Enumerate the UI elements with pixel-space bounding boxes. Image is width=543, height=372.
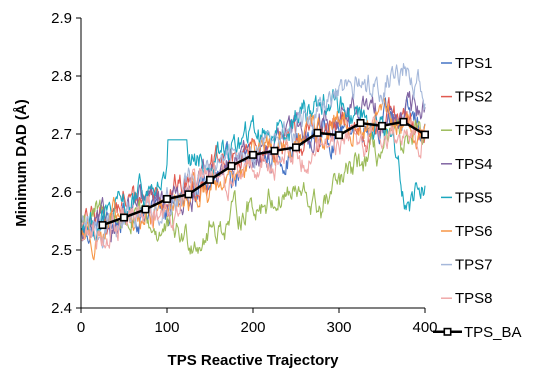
legend-label: TPS3: [455, 122, 493, 139]
y-tick-label: 2.4: [51, 300, 72, 317]
x-tick-label: 0: [77, 319, 85, 336]
series-point-tps-ba: [377, 121, 386, 130]
legend-entry-tps1: TPS1: [441, 55, 493, 72]
series-point-tps-ba: [184, 190, 193, 199]
y-tick-label: 2.5: [51, 242, 72, 259]
x-tick-label: 200: [240, 319, 265, 336]
series-point-tps-ba: [141, 205, 150, 214]
series-point-tps-ba: [291, 143, 300, 152]
series-point-tps-ba: [420, 130, 429, 139]
legend-entry-tps6: TPS6: [441, 223, 493, 240]
series-point-tps-ba: [313, 128, 322, 137]
series-point-tps-ba: [227, 161, 236, 170]
legend-label: TPS4: [455, 156, 493, 173]
x-tick-label: 300: [326, 319, 351, 336]
y-tick-label: 2.8: [51, 68, 72, 85]
y-tick-label: 2.9: [51, 10, 72, 27]
legend-entry-tps7: TPS7: [441, 257, 493, 274]
legend-label: TPS1: [455, 55, 493, 72]
x-tick-label: 400: [412, 319, 437, 336]
legend: TPS1 TPS2 TPS3 TPS4 TPS5 TPS6 TPS7 TPS8 TPS_BA: [433, 55, 522, 341]
x-axis-title: TPS Reactive Trajectory: [168, 352, 340, 369]
x-tick-label: 100: [154, 319, 179, 336]
series-point-tps-ba: [356, 118, 365, 127]
series-point-tps-ba: [270, 146, 279, 155]
legend-label: TPS7: [455, 257, 493, 274]
series-point-tps-ba: [98, 221, 107, 230]
legend-label: TPS2: [455, 89, 493, 106]
legend-marker: [443, 327, 452, 336]
legend-label: TPS8: [455, 290, 493, 307]
plot-traces: [81, 63, 429, 261]
series-point-tps-ba: [334, 131, 343, 140]
series-point-tps-ba: [120, 213, 129, 222]
y-tick-label: 2.6: [51, 184, 72, 201]
series-line-tps3: [81, 119, 426, 255]
legend-entry-tps5: TPS5: [441, 189, 493, 206]
series-point-tps-ba: [249, 150, 258, 159]
series-point-tps-ba: [206, 175, 215, 184]
legend-entry-tps2: TPS2: [441, 89, 493, 106]
series-line-tps-ba: [102, 120, 426, 227]
legend-entry-tps-ba: TPS_BA: [433, 324, 522, 341]
y-axis-title: Minimum DAD (Å): [13, 99, 30, 227]
series-point-tps-ba: [163, 194, 172, 203]
ticks: 2.4 2.5 2.6 2.7 2.8 2.9 0 100 200 300 400: [51, 10, 437, 336]
series-point-tps-ba: [399, 117, 408, 126]
y-tick-label: 2.7: [51, 126, 72, 143]
legend-label: TPS_BA: [464, 324, 522, 341]
legend-entry-tps3: TPS3: [441, 122, 493, 139]
legend-entry-tps8: TPS8: [441, 290, 493, 307]
legend-entry-tps4: TPS4: [441, 156, 493, 173]
legend-label: TPS6: [455, 223, 493, 240]
legend-label: TPS5: [455, 189, 493, 206]
